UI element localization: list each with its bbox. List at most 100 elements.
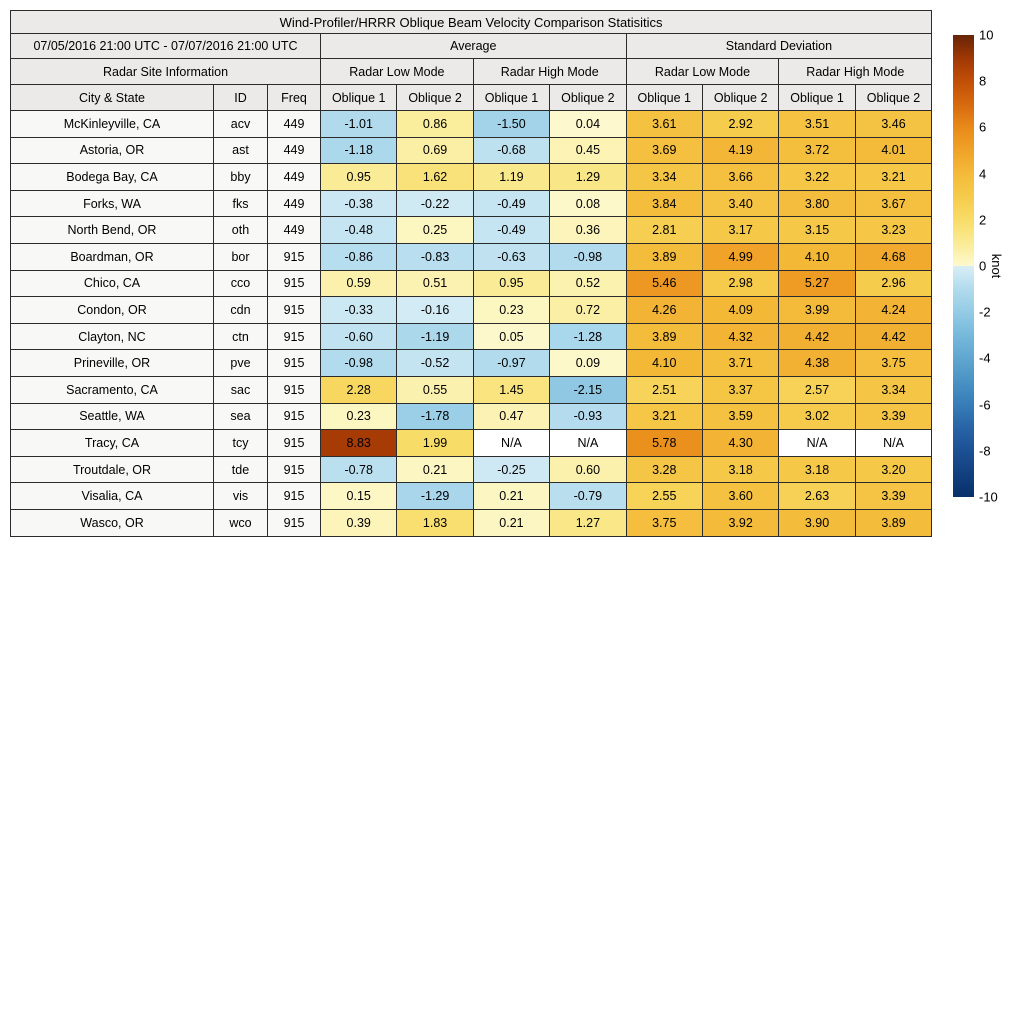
value-cell: N/A: [778, 429, 856, 457]
value-cell: -0.68: [472, 136, 551, 165]
freq-cell: 449: [267, 163, 321, 191]
value-cell: 0.72: [549, 296, 627, 324]
value-cell: 2.96: [854, 269, 933, 298]
value-cell: -1.28: [549, 322, 627, 351]
colorbar-tick-label: 2: [979, 212, 987, 228]
freq-cell: 449: [267, 136, 321, 165]
city-cell: Boardman, OR: [10, 242, 214, 271]
value-cell: 5.46: [625, 269, 703, 298]
oblique-column-header: Oblique 2: [854, 84, 933, 111]
value-cell: 2.63: [778, 482, 856, 510]
value-cell: 3.15: [778, 216, 856, 244]
value-cell: 3.89: [854, 508, 933, 537]
site-id-cell: cco: [213, 269, 268, 298]
value-cell: 2.98: [701, 269, 780, 298]
value-cell: N/A: [854, 429, 933, 457]
stats-table: Wind-Profiler/HRRR Oblique Beam Velocity…: [9, 10, 933, 537]
value-cell: 3.69: [625, 136, 703, 165]
table-row: Bodega Bay, CA bby 449 0.95 1.62 1.19 1.29 3.34…: [10, 163, 933, 191]
value-cell: -1.29: [396, 482, 474, 510]
city-cell: McKinleyville, CA: [10, 110, 214, 138]
value-cell: 3.21: [854, 163, 933, 191]
value-cell: -0.52: [396, 349, 474, 377]
site-id-cell: tcy: [213, 429, 268, 457]
site-id-cell: tde: [213, 455, 268, 484]
value-cell: 0.15: [319, 482, 398, 510]
table-row: Seattle, WA sea 915 0.23 -1.78 0.47 -0.93 3.21 3…: [10, 402, 933, 431]
value-cell: 3.34: [854, 375, 933, 404]
colorbar-tick-label: -6: [979, 397, 991, 413]
value-cell: 0.21: [472, 508, 551, 537]
value-cell: -0.25: [472, 455, 551, 484]
value-cell: -0.78: [319, 455, 398, 484]
value-cell: 1.99: [396, 429, 474, 457]
value-cell: -0.38: [319, 189, 398, 218]
value-cell: -1.78: [396, 402, 474, 431]
colorbar-tick-label: 10: [979, 27, 994, 43]
value-cell: 1.45: [472, 375, 551, 404]
city-cell: Sacramento, CA: [10, 375, 214, 404]
id-column-header: ID: [213, 84, 268, 111]
value-cell: -0.79: [549, 482, 627, 510]
table-row: Tracy, CA tcy 915 8.83 1.99 N/A N/A 5.78 4.30 N/A…: [10, 429, 933, 457]
std-high-mode-header: Radar High Mode: [778, 58, 933, 85]
city-cell: Clayton, NC: [10, 322, 214, 351]
group-header-row: 07/05/2016 21:00 UTC - 07/07/2016 21:00 …: [10, 33, 933, 59]
value-cell: 3.72: [778, 136, 856, 165]
value-cell: 4.32: [701, 322, 780, 351]
value-cell: 0.69: [396, 136, 474, 165]
value-cell: 3.99: [778, 296, 856, 324]
value-cell: 3.40: [701, 189, 780, 218]
value-cell: 4.99: [701, 242, 780, 271]
table-row: North Bend, OR oth 449 -0.48 0.25 -0.49 0.36 2.…: [10, 216, 933, 244]
value-cell: -0.98: [319, 349, 398, 377]
table-row: Forks, WA fks 449 -0.38 -0.22 -0.49 0.08 3.84 3.…: [10, 189, 933, 218]
value-cell: 4.01: [854, 136, 933, 165]
value-cell: 3.22: [778, 163, 856, 191]
value-cell: -1.18: [319, 136, 398, 165]
city-cell: Chico, CA: [10, 269, 214, 298]
value-cell: -0.16: [396, 296, 474, 324]
colorbar-gradient: [953, 35, 974, 497]
value-cell: 0.59: [319, 269, 398, 298]
city-cell: Wasco, OR: [10, 508, 214, 537]
colorbar-tick-label: 4: [979, 166, 987, 182]
freq-cell: 915: [267, 402, 321, 431]
colorbar-tick-label: -2: [979, 304, 991, 320]
value-cell: 0.21: [396, 455, 474, 484]
value-cell: 0.51: [396, 269, 474, 298]
colorbar-tick-label: 6: [979, 119, 987, 135]
value-cell: 0.55: [396, 375, 474, 404]
avg-high-mode-header: Radar High Mode: [472, 58, 627, 85]
value-cell: 0.09: [549, 349, 627, 377]
std-deviation-group-header: Standard Deviation: [625, 33, 933, 59]
city-cell: Forks, WA: [10, 189, 214, 218]
city-cell: Tracy, CA: [10, 429, 214, 457]
value-cell: 2.57: [778, 375, 856, 404]
value-cell: 3.39: [854, 402, 933, 431]
value-cell: 2.51: [625, 375, 703, 404]
table-row: Sacramento, CA sac 915 2.28 0.55 1.45 -2.15 2.5…: [10, 375, 933, 404]
oblique-column-header: Oblique 1: [319, 84, 398, 111]
value-cell: 0.95: [472, 269, 551, 298]
value-cell: 1.83: [396, 508, 474, 537]
colorbar-tick-label: -4: [979, 350, 991, 366]
colorbar-tick-label: 8: [979, 73, 987, 89]
value-cell: 3.23: [854, 216, 933, 244]
value-cell: 3.18: [701, 455, 780, 484]
colorbar-unit-label: knot: [989, 253, 1004, 279]
colorbar: 10 8 6 4 2 0 -2 -4 -6 -8 -10 knot: [953, 29, 1004, 504]
value-cell: 4.42: [854, 322, 933, 351]
oblique-column-header: Oblique 2: [701, 84, 780, 111]
site-id-cell: bor: [213, 242, 268, 271]
value-cell: 4.42: [778, 322, 856, 351]
table-row: Wasco, OR wco 915 0.39 1.83 0.21 1.27 3.75 3.92 3…: [10, 508, 933, 537]
value-cell: 1.27: [549, 508, 627, 537]
value-cell: -0.49: [472, 216, 551, 244]
value-cell: -0.48: [319, 216, 398, 244]
value-cell: 4.19: [701, 136, 780, 165]
value-cell: -1.19: [396, 322, 474, 351]
value-cell: 3.39: [854, 482, 933, 510]
table-row: Visalia, CA vis 915 0.15 -1.29 0.21 -0.79 2.55 3…: [10, 482, 933, 510]
